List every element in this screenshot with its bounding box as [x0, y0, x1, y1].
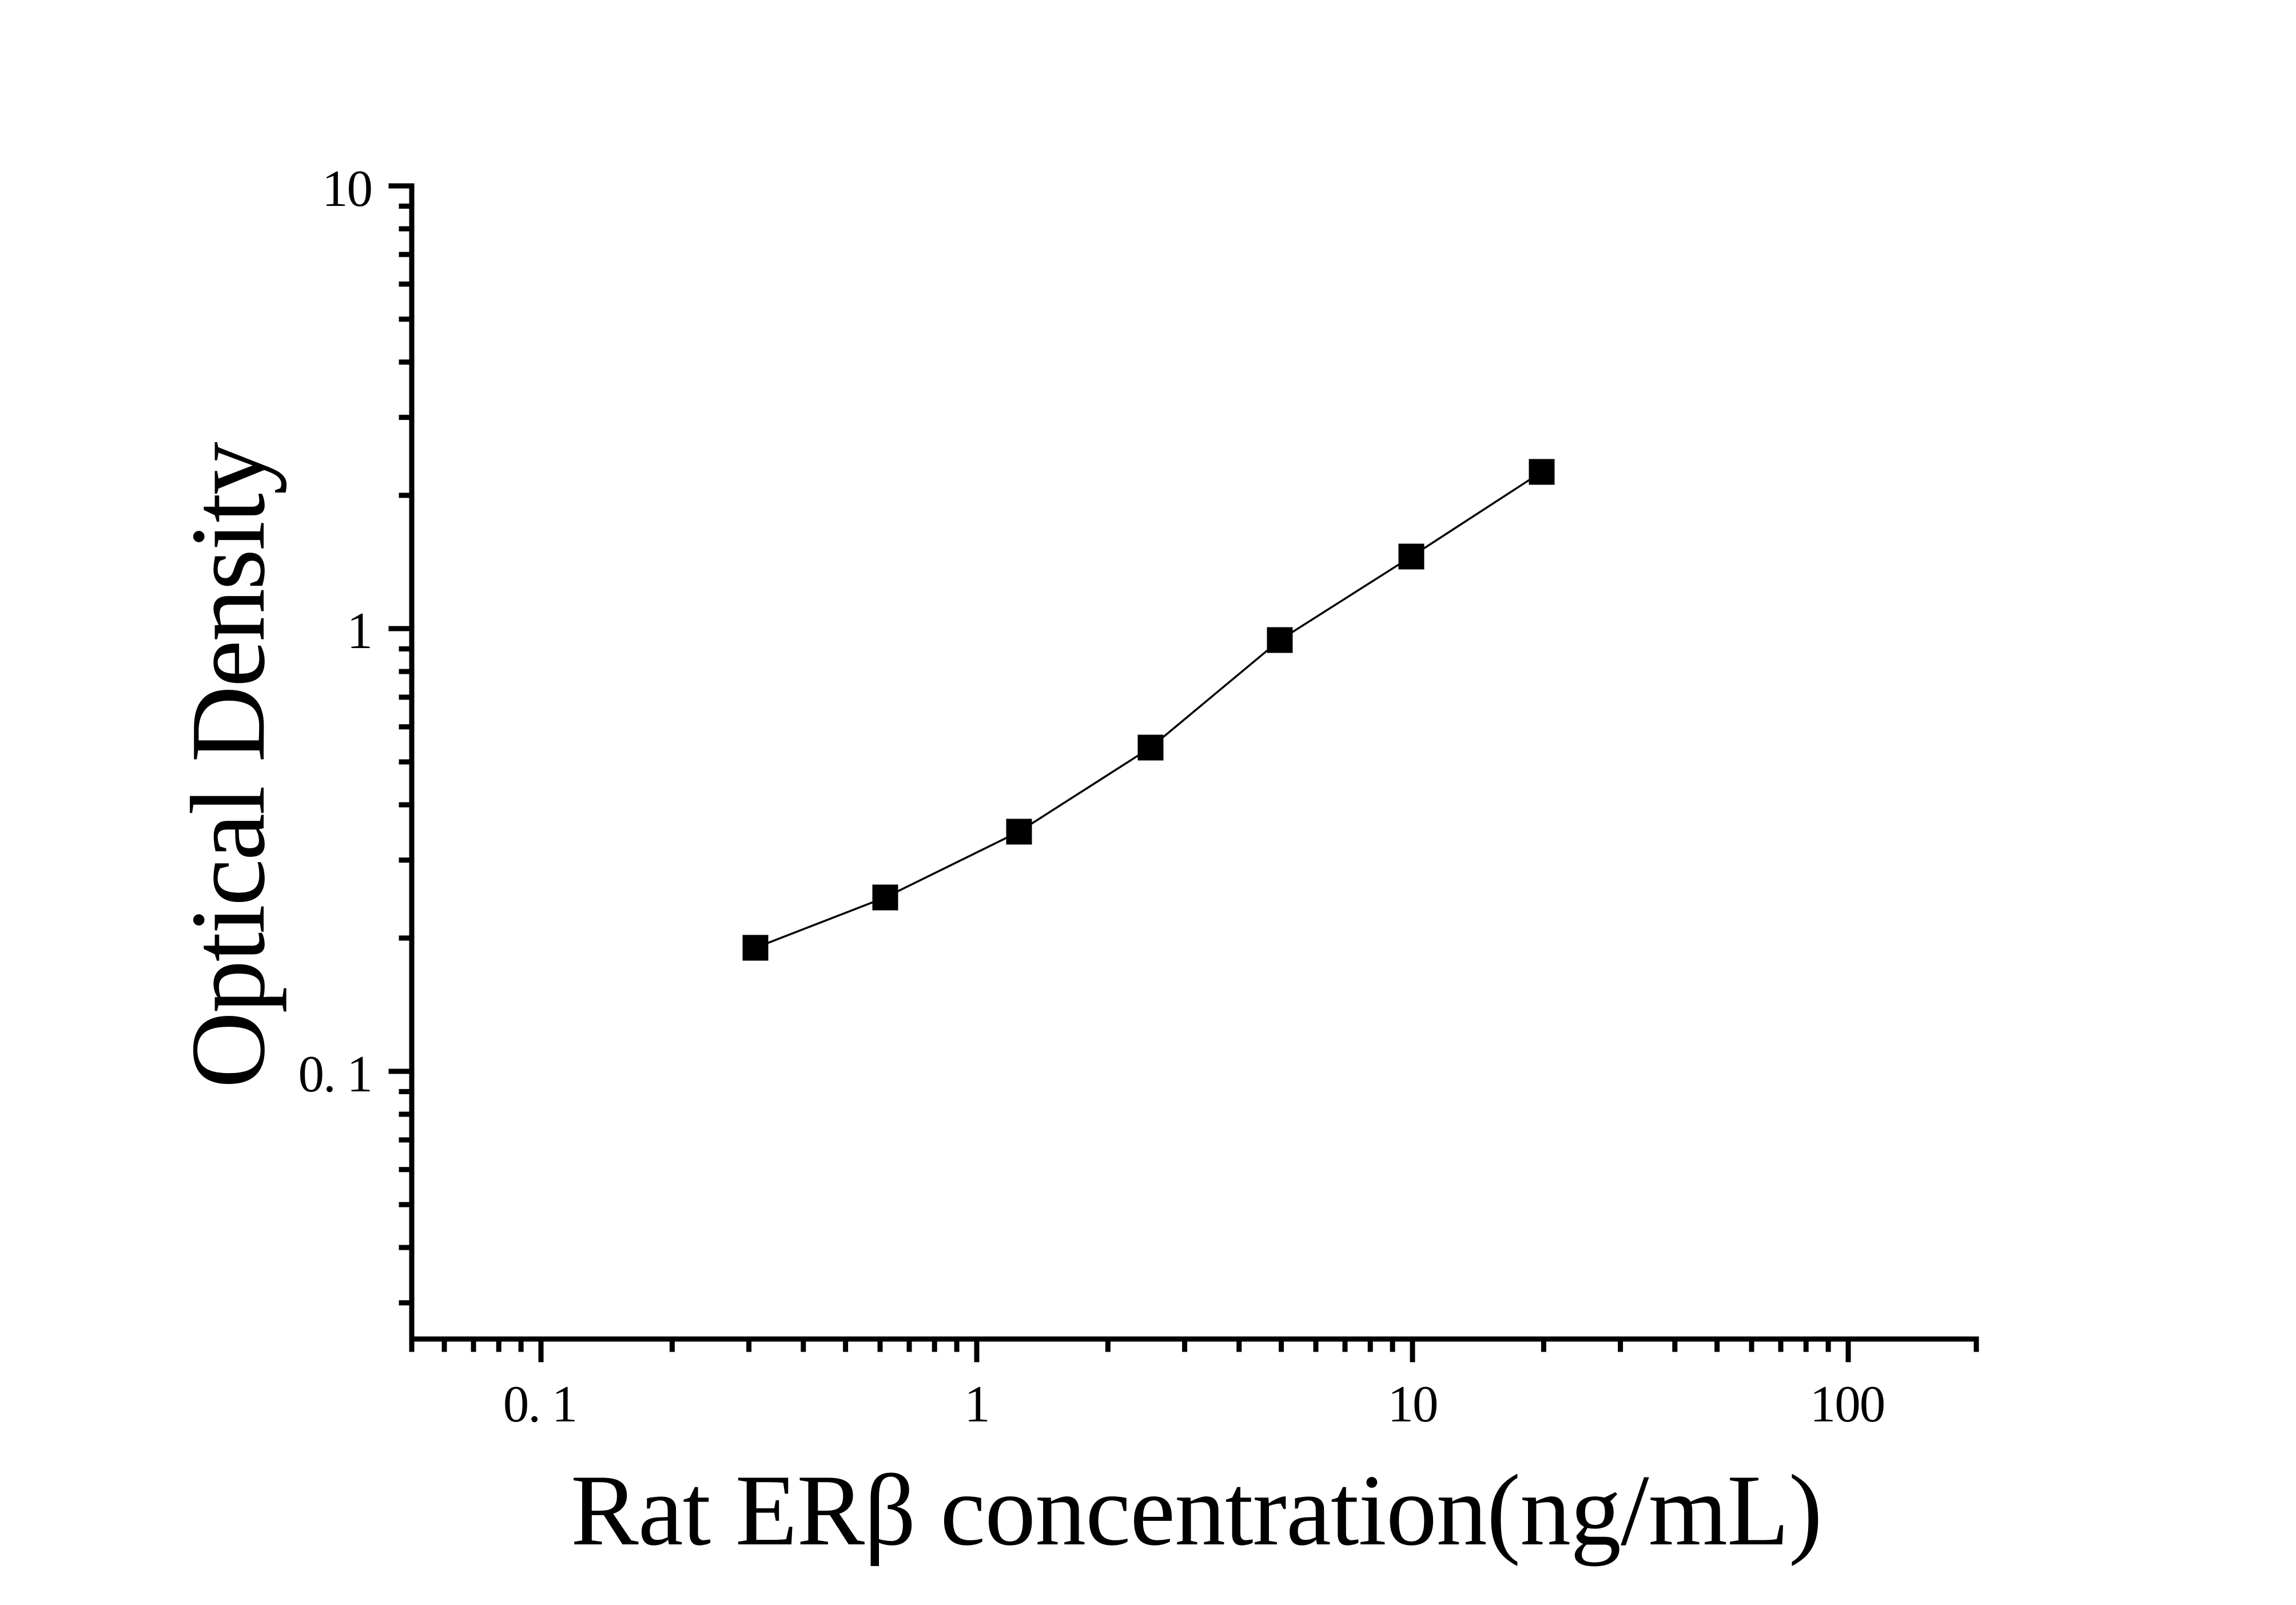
svg-text:Rat ERβ concentration(ng/mL): Rat ERβ concentration(ng/mL) — [571, 1453, 1822, 1567]
svg-text:100: 100 — [1810, 1375, 1885, 1433]
svg-text:10: 10 — [322, 160, 372, 217]
svg-text:Optical Density: Optical Density — [169, 442, 287, 1088]
svg-text:0. 1: 0. 1 — [503, 1375, 577, 1433]
svg-text:1: 1 — [964, 1375, 989, 1433]
svg-text:0. 1: 0. 1 — [299, 1045, 372, 1103]
svg-text:1: 1 — [347, 602, 372, 660]
svg-text:10: 10 — [1388, 1375, 1438, 1433]
